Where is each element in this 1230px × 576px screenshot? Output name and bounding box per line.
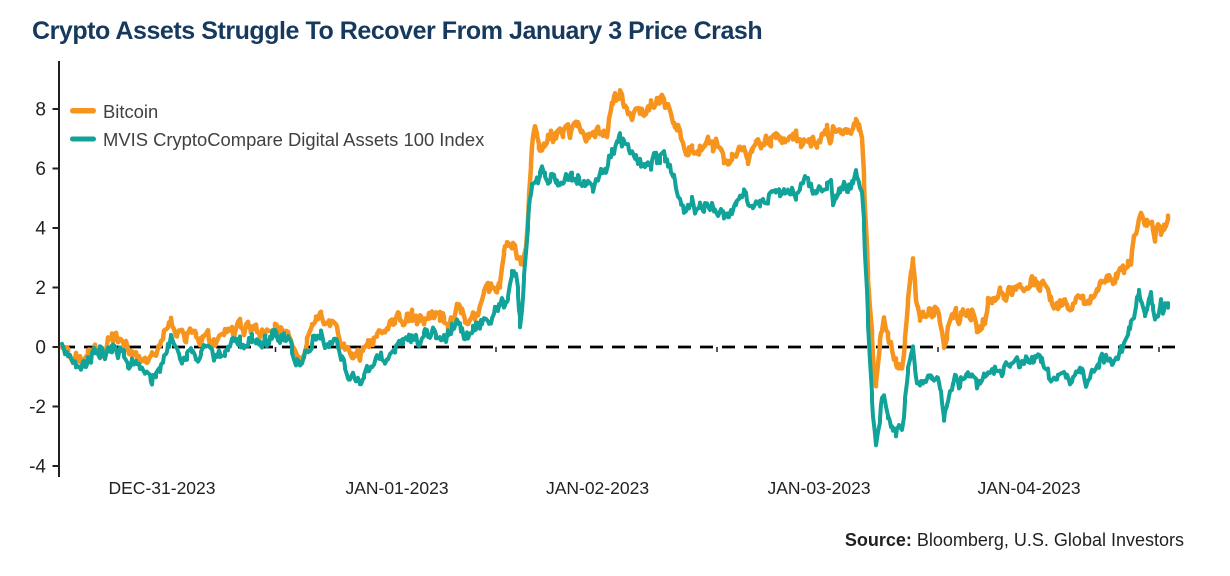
svg-text:4: 4 bbox=[35, 219, 46, 240]
svg-text:-4: -4 bbox=[29, 457, 46, 478]
svg-text:JAN-03-2023: JAN-03-2023 bbox=[767, 478, 870, 498]
svg-text:-2: -2 bbox=[29, 397, 46, 418]
svg-text:JAN-02-2023: JAN-02-2023 bbox=[546, 478, 649, 498]
svg-text:JAN-01-2023: JAN-01-2023 bbox=[345, 478, 448, 498]
svg-text:0: 0 bbox=[35, 338, 46, 359]
svg-text:JAN-04-2023: JAN-04-2023 bbox=[977, 478, 1080, 498]
svg-text:8: 8 bbox=[35, 100, 46, 121]
svg-text:2: 2 bbox=[35, 278, 46, 299]
svg-text:DEC-31-2023: DEC-31-2023 bbox=[109, 478, 216, 498]
svg-text:6: 6 bbox=[35, 159, 46, 180]
